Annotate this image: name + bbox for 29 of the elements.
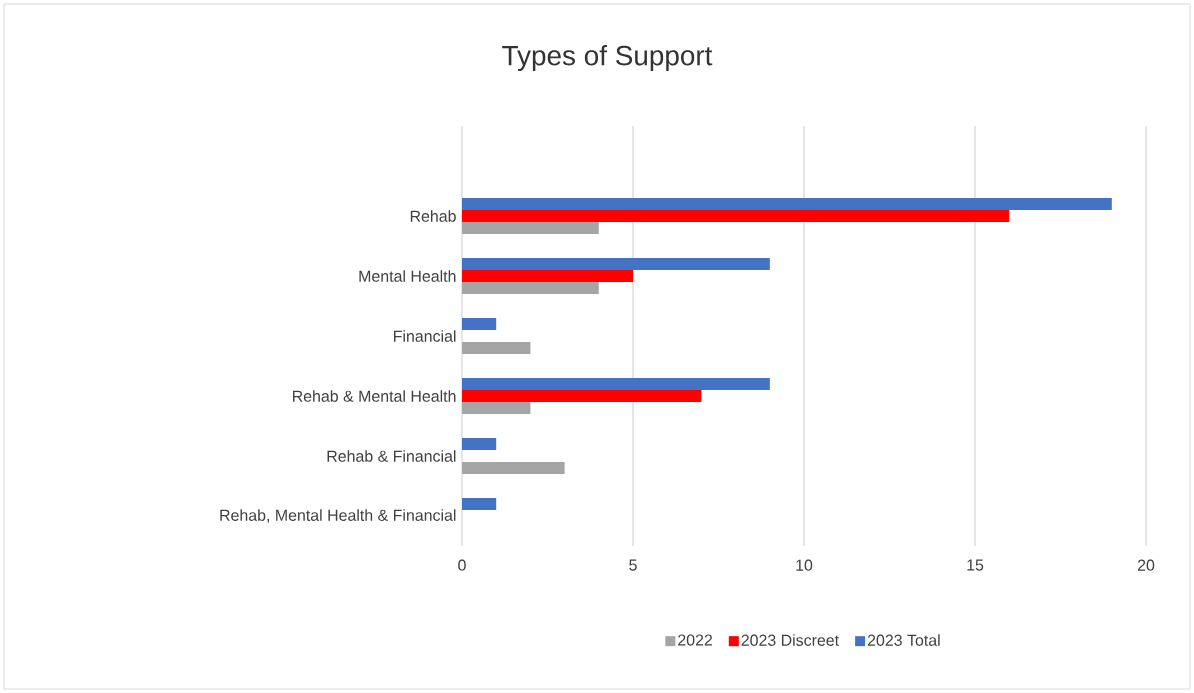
- y-tick-label: Rehab: [410, 210, 456, 222]
- bar: [462, 402, 531, 414]
- bar: [462, 438, 497, 450]
- y-tick-label: Rehab, Mental Health & Financial: [220, 509, 456, 523]
- bar: [462, 390, 702, 402]
- x-tick-label: 0: [458, 559, 466, 571]
- legend-label: 2023 Discreet: [741, 634, 839, 646]
- bar: [462, 498, 497, 510]
- bar: [462, 462, 565, 474]
- bar: [462, 258, 770, 270]
- bar: [462, 378, 770, 390]
- x-tick-label: 20: [1137, 559, 1155, 571]
- legend-label: 2023 Total: [867, 634, 940, 646]
- bar: [462, 222, 599, 234]
- bar: [462, 198, 1112, 210]
- y-tick-label: Financial: [394, 330, 456, 342]
- y-tick-label: Mental Health: [359, 270, 456, 282]
- y-tick-label: Rehab & Financial: [327, 450, 456, 462]
- bar: [462, 270, 633, 282]
- x-tick-label: 10: [796, 559, 813, 571]
- chart-title: Types of Support: [502, 45, 713, 71]
- bar: [462, 210, 1010, 222]
- x-tick-label: 15: [967, 559, 984, 571]
- legend-label: 2022: [678, 634, 712, 646]
- x-tick-label: 5: [629, 559, 637, 571]
- bar: [462, 342, 531, 354]
- y-tick-label: Rehab & Mental Health: [292, 390, 456, 402]
- bar: [462, 318, 497, 330]
- bar: [462, 282, 599, 294]
